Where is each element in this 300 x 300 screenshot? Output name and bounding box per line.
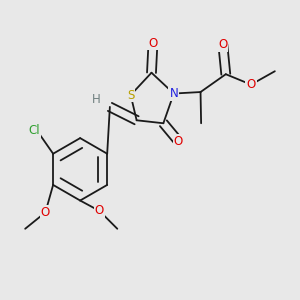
- Text: S: S: [127, 88, 134, 101]
- Text: O: O: [174, 135, 183, 148]
- Text: N: N: [169, 87, 178, 100]
- Text: O: O: [95, 204, 104, 218]
- Text: O: O: [41, 206, 50, 219]
- Text: H: H: [92, 93, 101, 106]
- Text: Cl: Cl: [28, 124, 40, 137]
- Text: O: O: [148, 37, 158, 50]
- Text: O: O: [218, 38, 227, 51]
- Text: O: O: [246, 78, 256, 91]
